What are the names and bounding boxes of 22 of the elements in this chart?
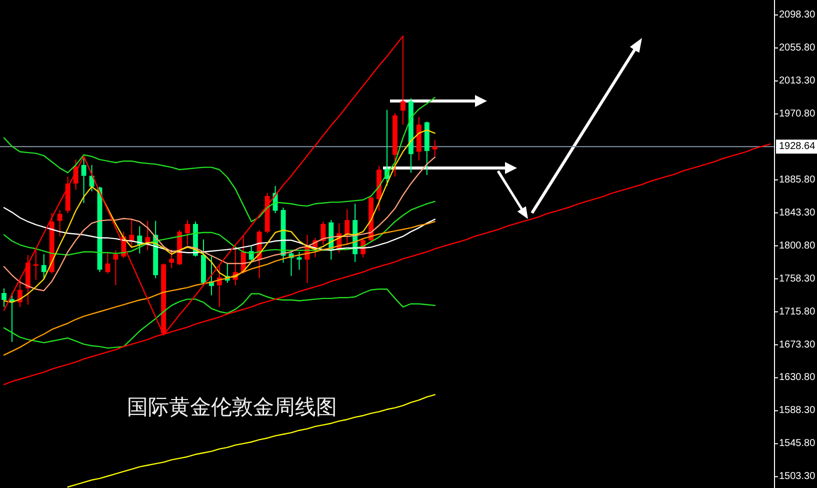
ref-line-label: 1928.64 <box>779 141 816 152</box>
y-tick-label: 1630.80 <box>779 372 816 384</box>
line-series <box>3 156 436 292</box>
y-tick-label: 1715.80 <box>779 306 816 318</box>
y-tick-label: 2055.80 <box>779 42 816 54</box>
line-series <box>3 129 436 303</box>
y-tick-label: 1843.30 <box>779 207 816 218</box>
text: 国际黄金伦敦金周线图 <box>127 395 337 419</box>
y-tick-label: 1885.80 <box>779 174 816 186</box>
line-series <box>67 394 436 488</box>
y-tick-label: 1758.30 <box>779 273 816 284</box>
y-tick-label: 2098.30 <box>779 9 816 20</box>
line-series <box>3 288 436 349</box>
y-tick-label: 1673.30 <box>779 339 816 350</box>
line-series <box>3 96 436 222</box>
y-tick-label: 1503.30 <box>779 471 816 482</box>
y-tick-label: 1970.80 <box>779 108 816 120</box>
y-tick-label: 1800.80 <box>779 240 816 252</box>
y-tick-label: 2013.30 <box>779 75 816 86</box>
y-tick-label: 1545.80 <box>779 438 816 450</box>
y-tick-label: 1588.30 <box>779 405 816 416</box>
line-series <box>3 221 436 356</box>
